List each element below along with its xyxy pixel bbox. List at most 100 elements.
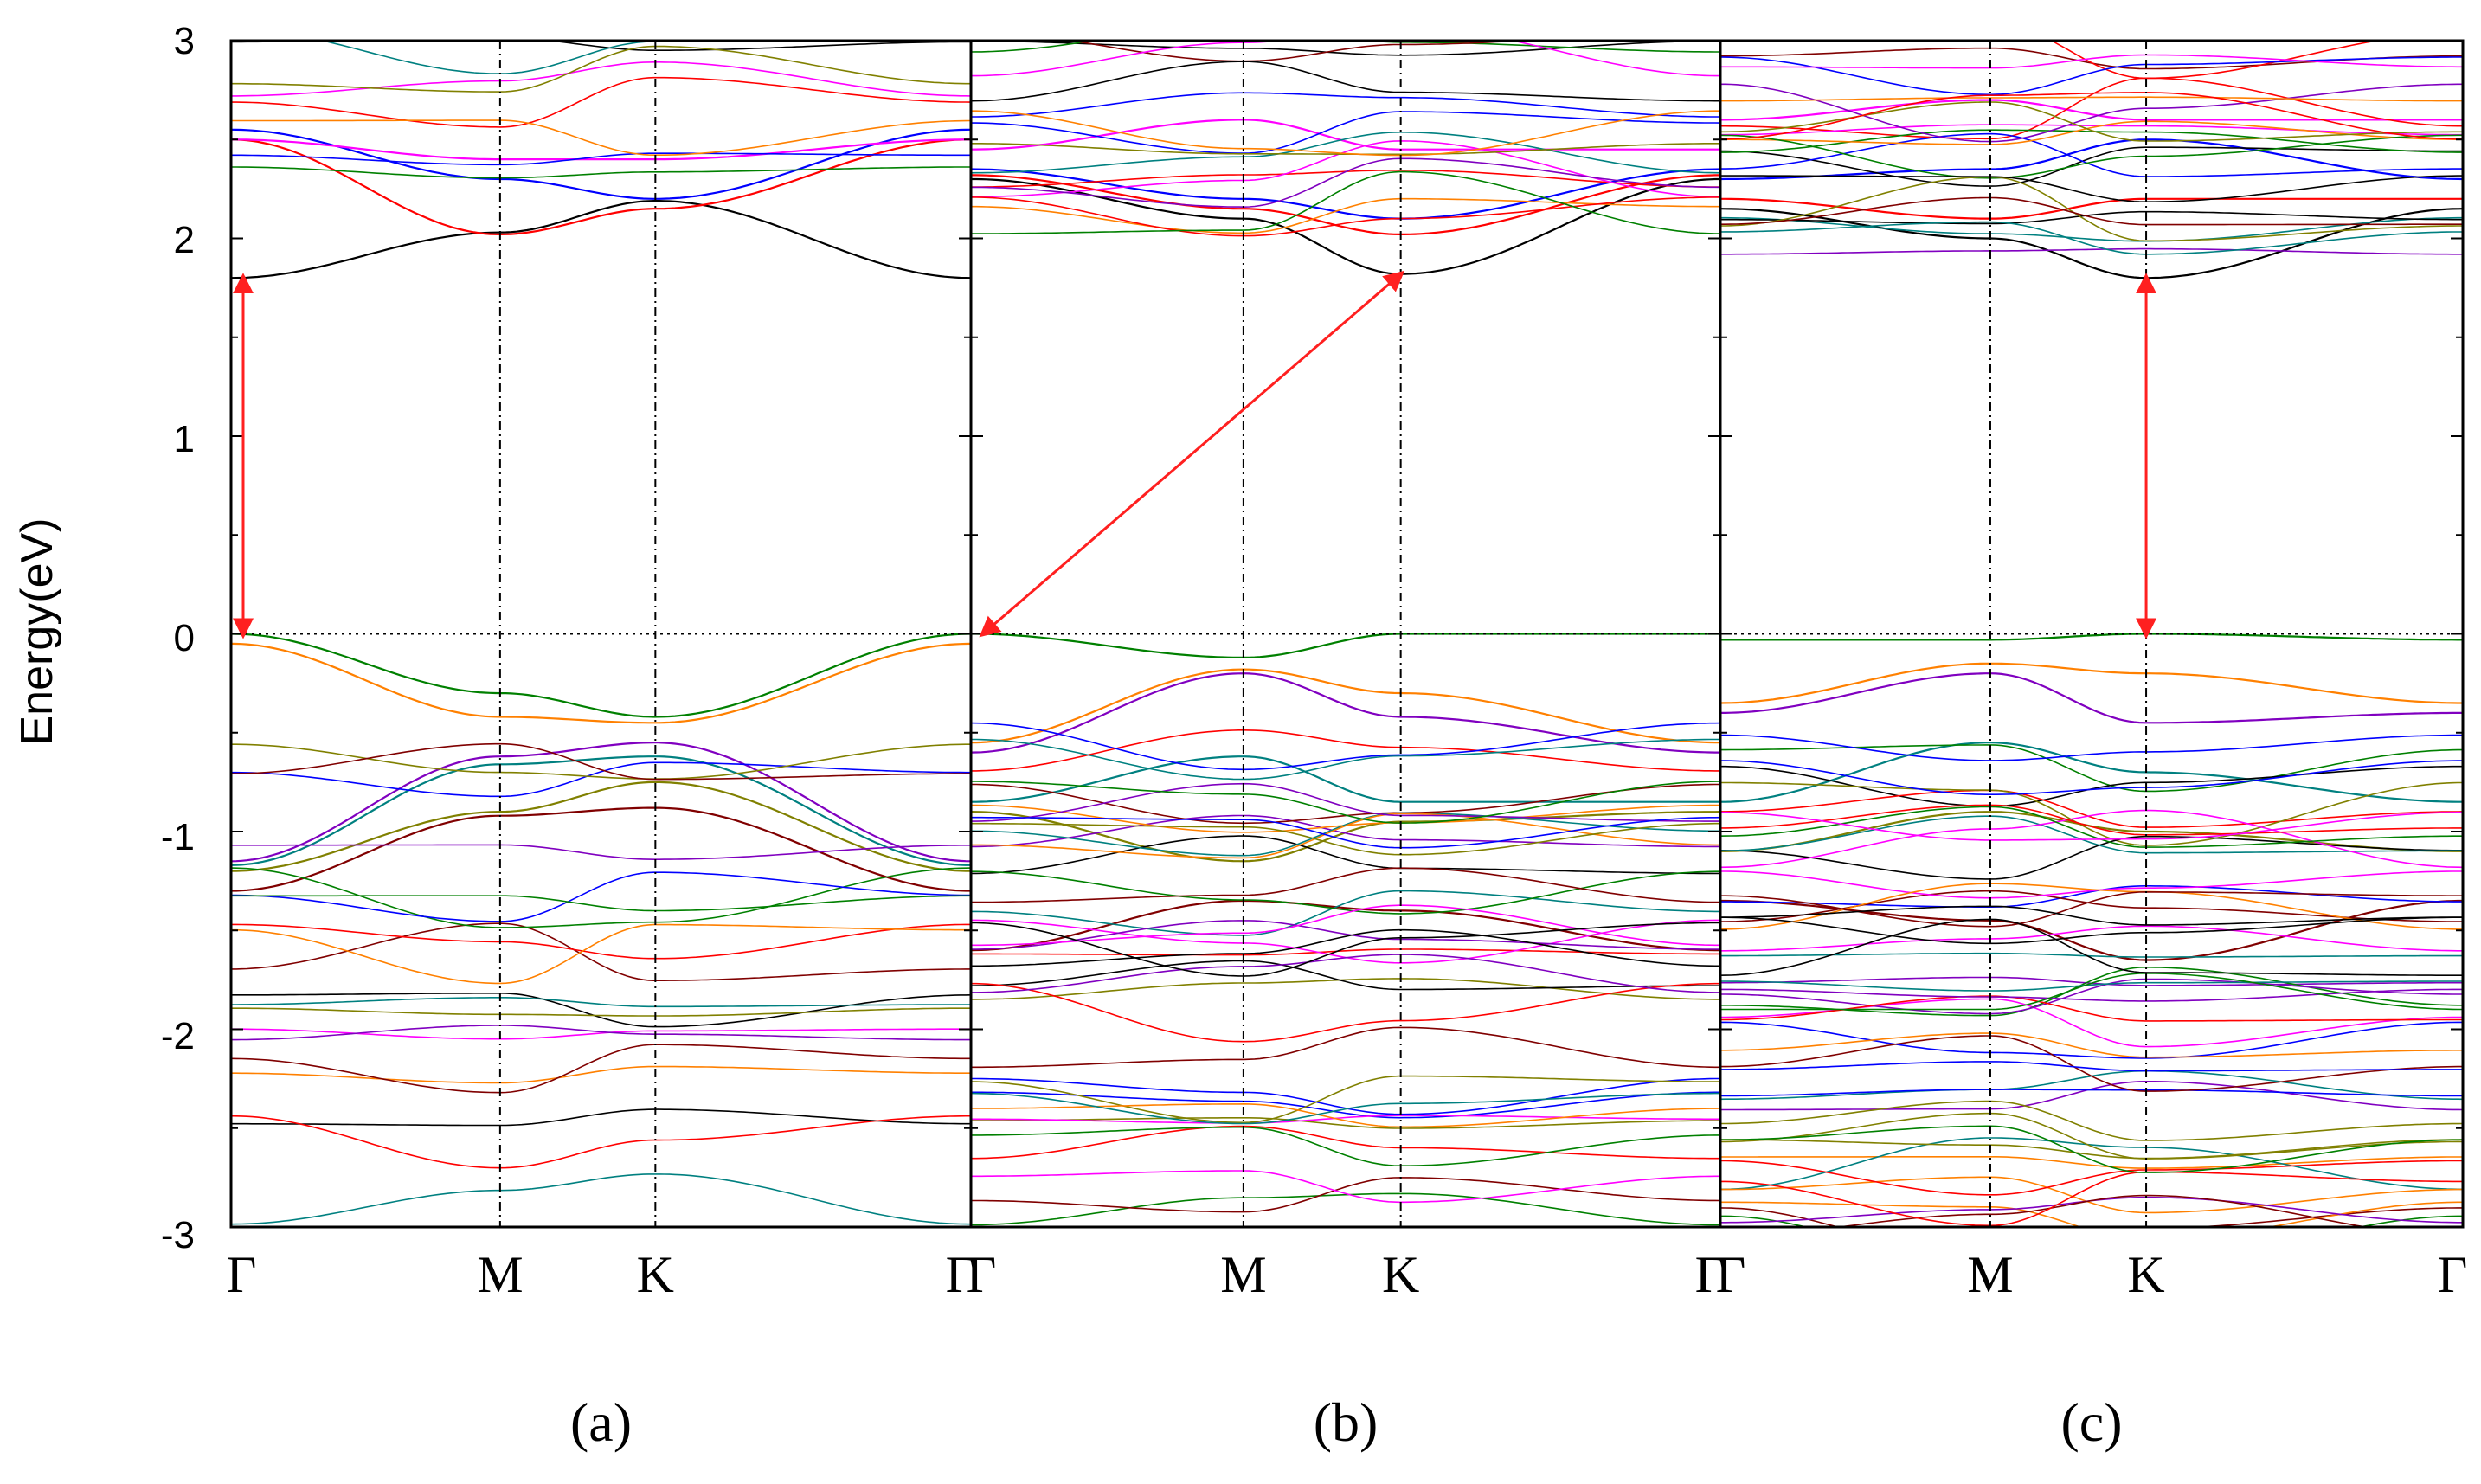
band-line <box>1720 54 2463 69</box>
band-line <box>1720 1125 2463 1173</box>
band-line <box>231 76 971 128</box>
k-label-m-c: M <box>1967 1246 2013 1303</box>
band-gap-arrow <box>979 270 1405 638</box>
band-line <box>1720 247 2463 255</box>
band-line <box>971 814 1720 848</box>
band-line-cb3 <box>1720 138 2463 181</box>
band-line <box>971 904 1720 947</box>
band-line <box>1720 92 2463 140</box>
band-line <box>1720 760 2463 795</box>
band-line <box>971 920 1720 950</box>
band-line <box>1720 916 2463 945</box>
band-line <box>1720 83 2463 143</box>
band-line <box>1720 1081 2463 1111</box>
band-line <box>971 157 1720 209</box>
band-line-cb4 <box>1720 99 2463 121</box>
band-line <box>971 982 1720 1043</box>
band-line <box>1720 1231 2463 1237</box>
band-line <box>1720 789 2463 828</box>
band-line <box>971 729 1720 772</box>
band-line <box>971 1102 1720 1128</box>
band-line <box>971 1177 1720 1213</box>
y-axis-title: Energy(eV) <box>12 518 62 746</box>
k-label-gamma-start-b: Γ <box>967 1246 997 1303</box>
band-line-cb3 <box>231 128 971 200</box>
band-line <box>1720 56 2463 96</box>
band-line <box>971 92 1720 118</box>
band-line <box>1720 196 2463 226</box>
band-line <box>971 812 1720 857</box>
band-lines-a <box>231 41 971 1225</box>
band-line <box>971 1026 1720 1069</box>
band-line <box>1720 120 2463 145</box>
band-line <box>1720 132 2463 177</box>
band-line <box>1720 1229 2463 1234</box>
band-line <box>971 41 1720 77</box>
band-line <box>1720 918 2463 976</box>
band-line <box>1720 905 2463 926</box>
band-line <box>1720 809 2463 869</box>
band-line <box>1720 1070 2463 1101</box>
band-line <box>231 1044 971 1094</box>
band-line <box>231 923 971 960</box>
band-line-vb1 <box>231 633 971 718</box>
k-label-gamma-start-a: Γ <box>227 1246 257 1303</box>
band-line <box>971 867 1720 903</box>
band-line <box>1720 980 2463 992</box>
y-tick-label: -1 <box>161 816 195 858</box>
band-line-vb2 <box>971 668 1720 744</box>
band-line <box>1720 175 2463 202</box>
band-line <box>231 41 971 51</box>
band-line <box>231 61 971 97</box>
band-line <box>971 948 1720 956</box>
band-line <box>1720 1171 2463 1227</box>
band-line <box>971 1075 1720 1124</box>
band-line <box>971 1192 1720 1226</box>
band-line <box>971 1091 1720 1119</box>
band-line <box>1720 77 2463 140</box>
band-line-vb4 <box>971 755 1720 803</box>
band-line <box>319 41 726 74</box>
band-line <box>971 132 1720 174</box>
panel-label-a: (a) <box>570 1391 632 1453</box>
k-label-gamma-start-c: Γ <box>1716 1246 1746 1303</box>
band-line <box>231 119 971 156</box>
band-line-vb3 <box>231 742 971 863</box>
k-label-k-c: K <box>2127 1246 2164 1303</box>
band-line-vb6 <box>231 806 971 892</box>
band-line <box>971 1117 1720 1129</box>
k-label-k-a: K <box>637 1246 674 1303</box>
panel-label-c: (c) <box>2060 1391 2122 1453</box>
band-line <box>231 997 971 1008</box>
band-line-vb1 <box>971 633 1720 658</box>
band-line <box>1720 1032 2463 1058</box>
band-line-vb2 <box>1720 662 2463 704</box>
band-line <box>231 1173 971 1225</box>
band-line <box>1720 221 2463 255</box>
band-line-vb4 <box>231 755 971 866</box>
band-line <box>1720 1137 2463 1191</box>
band-line <box>1720 176 2463 242</box>
band-line <box>1720 1112 2463 1160</box>
y-ticks-a <box>231 40 971 1228</box>
k-label-k-b: K <box>1382 1246 1419 1303</box>
band-line <box>1720 101 2463 142</box>
band-line <box>971 954 1720 993</box>
panel-c: Γ M K Γ (c) <box>1716 39 2467 1453</box>
band-line <box>971 110 1720 157</box>
band-line-vb6 <box>971 899 1720 952</box>
y-tick-label: 2 <box>174 219 195 261</box>
band-line <box>1067 41 1532 62</box>
band-line <box>1720 744 2463 793</box>
guides-b <box>971 41 1720 1227</box>
band-line <box>1720 210 2463 225</box>
band-line <box>1720 96 2463 102</box>
band-line <box>971 196 1720 237</box>
band-line <box>1720 998 2463 1048</box>
band-line <box>1720 1089 2463 1097</box>
band-line <box>971 1092 1720 1125</box>
band-line <box>1720 1156 2463 1169</box>
band-line-cb2 <box>231 138 971 236</box>
band-line <box>1720 988 2463 1002</box>
band-lines-b <box>971 41 1720 1226</box>
